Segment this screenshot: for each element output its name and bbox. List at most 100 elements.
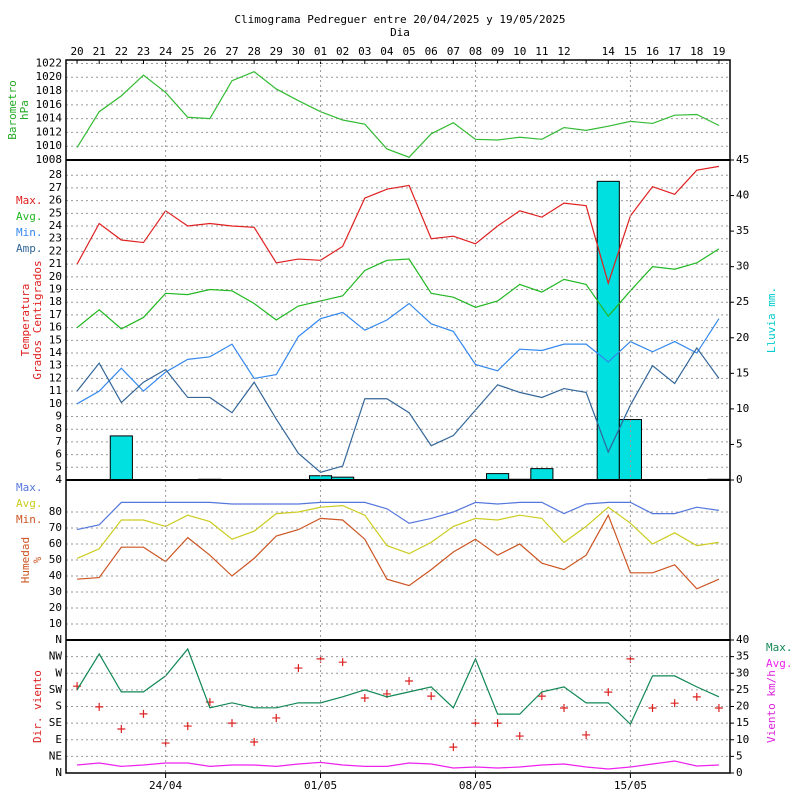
y-tick-label: 20 xyxy=(49,601,62,614)
y-tick-label: 16 xyxy=(49,321,62,334)
legend-label: Max. xyxy=(16,194,43,207)
x-tick-label: 27 xyxy=(225,45,238,58)
y-tick-label: 1008 xyxy=(36,153,63,166)
direction-marker xyxy=(537,692,546,701)
direction-marker xyxy=(183,722,192,731)
y-tick-label: 9 xyxy=(55,410,62,423)
direction-marker xyxy=(338,658,347,667)
date-tick-label: 01/05 xyxy=(304,779,337,792)
y2-tick-label: 45 xyxy=(736,153,749,166)
y-tick-label: 5 xyxy=(55,460,62,473)
y-tick-label: 28 xyxy=(49,168,62,181)
y-tick-label: W xyxy=(55,666,62,679)
x-tick-label: 10 xyxy=(513,45,526,58)
y2-tick-label: 10 xyxy=(736,733,749,746)
direction-marker xyxy=(360,694,369,703)
y-tick-label: 22 xyxy=(49,244,62,257)
direction-marker xyxy=(515,732,524,741)
series-line xyxy=(76,501,720,531)
legend-label: Max. xyxy=(16,481,43,494)
date-tick-label: 15/05 xyxy=(614,779,647,792)
y-tick-label: 26 xyxy=(49,194,62,207)
y-tick-label: 8 xyxy=(55,422,62,435)
x-tick-label: 25 xyxy=(181,45,194,58)
x-tick-label: 28 xyxy=(248,45,261,58)
direction-marker xyxy=(560,703,568,712)
x-tick-label: 20 xyxy=(70,45,83,58)
y2-tick-label: 20 xyxy=(736,331,749,344)
y-tick-label: 1018 xyxy=(36,84,63,97)
y-tick-label: 10 xyxy=(49,397,62,410)
x-tick-label: 02 xyxy=(336,45,349,58)
direction-marker xyxy=(714,703,723,712)
y-tick-label: 10 xyxy=(49,617,62,630)
direction-marker xyxy=(139,709,148,718)
x-tick-label: 01 xyxy=(314,45,327,58)
x-tick-label: 18 xyxy=(690,45,703,58)
legend-label: Min. xyxy=(16,226,43,239)
y-tick-label: 60 xyxy=(49,537,62,550)
y-tick-label: 1016 xyxy=(36,98,63,111)
rain-bar xyxy=(109,435,133,481)
y-tick-label: 13 xyxy=(49,359,62,372)
y-tick-label: 11 xyxy=(49,384,62,397)
y-tick-label: 19 xyxy=(49,283,62,296)
y-tick-label: NE xyxy=(49,749,62,762)
y-tick-label: 1022 xyxy=(36,56,63,69)
y-tick-label: 1014 xyxy=(36,112,63,125)
y-tick-label: 70 xyxy=(49,521,62,534)
y-tick-label: 6 xyxy=(55,448,62,461)
series-line xyxy=(77,513,720,590)
y-tick-label: 7 xyxy=(55,435,62,448)
series-line xyxy=(77,760,719,770)
y-axis-title: Temperatura xyxy=(19,284,32,357)
y-axis-title: hPa xyxy=(18,100,31,120)
direction-marker xyxy=(648,703,657,712)
x-tick-label: 21 xyxy=(93,45,106,58)
direction-marker xyxy=(95,702,104,711)
y-tick-label: SE xyxy=(49,716,62,729)
y-tick-label: 1012 xyxy=(36,125,63,138)
x-tick-label: 19 xyxy=(712,45,725,58)
y-axis-title: Dir. viento xyxy=(31,670,44,743)
y-tick-label: 30 xyxy=(49,585,62,598)
y2-tick-label: 20 xyxy=(736,700,749,713)
x-tick-label: 08 xyxy=(469,45,482,58)
legend-label: Min. xyxy=(16,513,43,526)
y-tick-label: 80 xyxy=(49,505,62,518)
y-tick-label: 1020 xyxy=(36,70,63,83)
x-tick-label: 15 xyxy=(624,45,637,58)
y-axis-title: % xyxy=(31,556,44,563)
y-tick-label: 20 xyxy=(49,270,62,283)
y-tick-label: 21 xyxy=(49,257,62,270)
y-tick-label: 24 xyxy=(49,219,63,232)
date-tick-label: 08/05 xyxy=(459,779,492,792)
y2-tick-label: 30 xyxy=(736,666,749,679)
y-tick-label: 14 xyxy=(49,346,63,359)
y-tick-label: 18 xyxy=(49,295,62,308)
y2-tick-label: 35 xyxy=(736,650,749,663)
series-line xyxy=(76,504,720,559)
x-tick-label: 17 xyxy=(668,45,681,58)
y2-tick-label: 5 xyxy=(736,749,743,762)
y2-tick-label: 40 xyxy=(736,633,749,646)
series-line xyxy=(76,248,720,330)
x-tick-label: 09 xyxy=(491,45,504,58)
chart-title: Climograma Pedreguer entre 20/04/2025 y … xyxy=(234,13,565,26)
y-tick-label: 17 xyxy=(49,308,62,321)
series-line xyxy=(76,346,720,474)
y-tick-label: S xyxy=(55,700,62,713)
y-axis-title: Grados Centigrados xyxy=(31,260,44,379)
y2-axis-title: Viento km/h xyxy=(765,670,778,743)
legend-label: Avg. xyxy=(16,210,43,223)
x-tick-label: 22 xyxy=(115,45,128,58)
y2-tick-label: 5 xyxy=(736,437,743,450)
y-tick-label: 50 xyxy=(49,553,62,566)
y2-tick-label: 0 xyxy=(736,766,743,779)
x-tick-label: 24 xyxy=(159,45,173,58)
direction-marker xyxy=(405,677,414,686)
plot-frame xyxy=(65,59,731,774)
y-axis-title: Humedad xyxy=(19,537,32,583)
x-tick-label: 03 xyxy=(358,45,371,58)
